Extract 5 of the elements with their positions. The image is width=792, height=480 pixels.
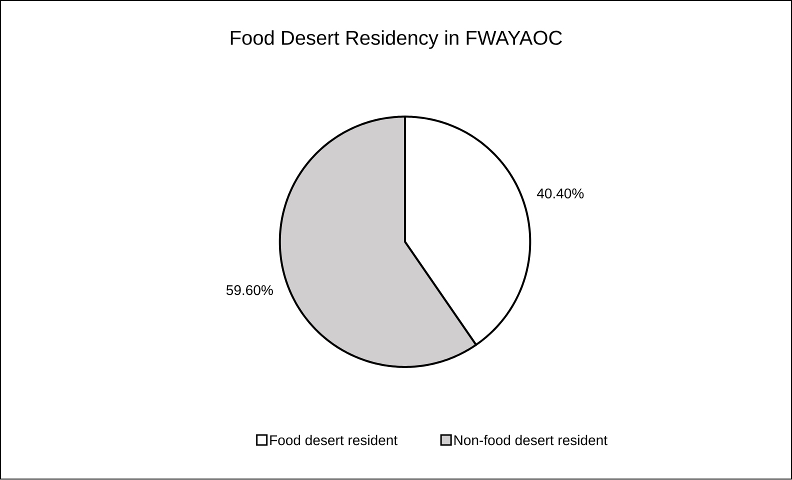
chart-title: Food Desert Residency in FWAYAOC [230,30,562,50]
legend-label: Non-food desert resident [454,435,608,446]
data-label: 59.60% [226,285,273,296]
legend-label: Food desert resident [270,435,398,446]
data-label: 40.40% [536,188,584,199]
